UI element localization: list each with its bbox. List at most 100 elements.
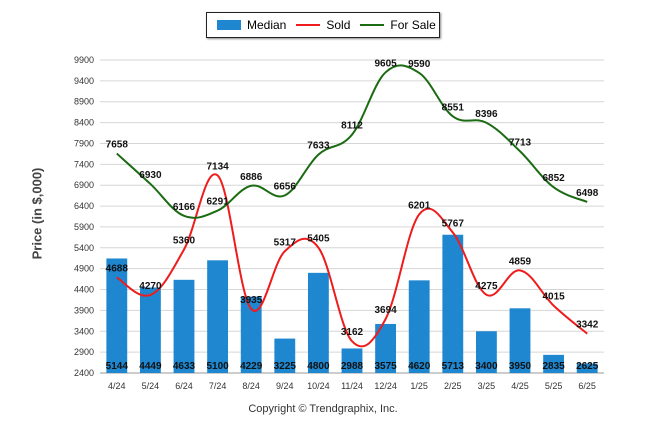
bar-median (240, 296, 262, 373)
y-tick-label: 9400 (74, 76, 94, 86)
sold-value-label: 5405 (307, 234, 330, 245)
bar-median-value-label: 2988 (341, 361, 364, 372)
y-tick-label: 5900 (74, 222, 94, 232)
x-tick-label: 8/24 (242, 381, 260, 391)
for-sale-value-label: 8551 (442, 102, 465, 113)
y-tick-label: 9900 (74, 55, 94, 65)
x-tick-label: 11/24 (341, 381, 363, 391)
y-tick-label: 3900 (74, 305, 94, 315)
y-tick-label: 4400 (74, 285, 94, 295)
bar-median-value-label: 3400 (475, 361, 498, 372)
x-tick-label: 12/24 (374, 381, 397, 391)
legend-forsale: For Sale (360, 18, 436, 32)
for-sale-value-label: 6852 (542, 173, 565, 184)
bar-median (139, 287, 161, 373)
bar-median-value-label: 4449 (139, 361, 162, 372)
sold-value-label: 4270 (139, 281, 162, 292)
for-sale-value-label: 9590 (408, 59, 431, 70)
bar-median (341, 348, 363, 373)
x-tick-label: 10/24 (307, 381, 330, 391)
x-tick-label: 4/24 (108, 381, 126, 391)
for-sale-value-label: 8112 (341, 121, 363, 132)
bar-median (375, 323, 397, 373)
line-sold (116, 173, 588, 348)
for-sale-value-label: 6656 (274, 181, 297, 192)
legend-forsale-label: For Sale (390, 18, 436, 32)
bar-median-value-label: 4229 (240, 361, 263, 372)
bar-median (543, 354, 565, 373)
y-tick-label: 8900 (74, 97, 94, 107)
legend-median-label: Median (247, 18, 287, 32)
for-sale-value-label: 6930 (139, 170, 162, 181)
x-tick-label: 2/25 (444, 381, 462, 391)
for-sale-value-label: 6498 (576, 188, 599, 199)
bar-median-value-label: 4633 (173, 361, 196, 372)
y-tick-label: 7900 (74, 138, 94, 148)
bar-median-value-label: 2835 (542, 361, 565, 372)
sold-value-label: 7134 (206, 161, 229, 172)
for-sale-value-label: 8396 (475, 109, 498, 120)
y-tick-label: 3400 (74, 326, 94, 336)
sold-value-label: 5767 (442, 218, 465, 229)
sold-value-label: 4275 (475, 281, 498, 292)
x-tick-label: 4/25 (511, 381, 529, 391)
sold-value-label: 4015 (542, 292, 565, 303)
legend-median-swatch (217, 20, 241, 30)
sold-value-label: 3162 (341, 327, 364, 338)
x-tick-label: 1/25 (410, 381, 428, 391)
bar-median (576, 363, 598, 373)
y-tick-label: 7400 (74, 159, 94, 169)
sold-value-label: 6201 (408, 200, 431, 211)
bar-median (408, 280, 430, 373)
sold-value-label: 3935 (240, 295, 263, 306)
for-sale-value-label: 6166 (173, 202, 196, 213)
legend-median: Median (217, 18, 286, 32)
legend-sold-swatch (296, 24, 321, 26)
bar-median (106, 258, 128, 373)
bar-median-value-label: 3225 (274, 361, 297, 372)
bar-median-value-label: 3575 (374, 361, 397, 372)
y-tick-label: 2400 (74, 368, 94, 378)
for-sale-value-label: 7633 (307, 141, 330, 152)
bar-median-value-label: 5713 (442, 361, 465, 372)
x-tick-label: 7/24 (209, 381, 227, 391)
sold-value-label: 4859 (509, 256, 532, 267)
bar-median-value-label: 5144 (106, 361, 129, 372)
bar-median-value-label: 2625 (576, 361, 599, 372)
y-tick-label: 4900 (74, 264, 94, 274)
sold-value-label: 5317 (274, 237, 297, 248)
bar-median (307, 272, 329, 373)
y-tick-label: 6900 (74, 180, 94, 190)
copyright: Copyright © Trendgraphix, Inc. (248, 403, 398, 415)
y-tick-label: 6400 (74, 201, 94, 211)
bar-median (274, 338, 296, 373)
x-tick-label: 6/24 (175, 381, 193, 391)
y-axis-title: Price (in $,000) (29, 167, 45, 260)
x-tick-label: 6/25 (578, 381, 596, 391)
for-sale-value-label: 7713 (509, 137, 532, 148)
x-tick-label: 5/24 (142, 381, 160, 391)
sold-value-label: 3342 (576, 320, 599, 331)
legend-forsale-swatch (360, 24, 385, 26)
x-tick-label: 3/25 (478, 381, 496, 391)
bar-median-value-label: 4800 (307, 361, 330, 372)
bar-median (442, 234, 464, 373)
for-sale-value-label: 6886 (240, 172, 263, 183)
legend: Median Sold For Sale (206, 12, 440, 38)
legend-sold-label: Sold (326, 18, 351, 32)
sold-value-label: 4688 (106, 264, 129, 275)
for-sale-value-label: 9605 (374, 58, 397, 69)
bar-median-value-label: 5100 (206, 361, 229, 372)
bar-median (509, 308, 531, 373)
y-tick-label: 5400 (74, 243, 94, 253)
y-tick-label: 2900 (74, 347, 94, 357)
line-for-sale (116, 64, 588, 219)
x-tick-label: 5/25 (545, 381, 563, 391)
y-tick-label: 8400 (74, 118, 94, 128)
for-sale-value-label: 6291 (206, 197, 229, 208)
for-sale-value-label: 7658 (106, 140, 129, 151)
bar-median (475, 331, 497, 373)
bar-median-value-label: 4620 (408, 361, 431, 372)
sold-value-label: 5360 (173, 235, 196, 246)
